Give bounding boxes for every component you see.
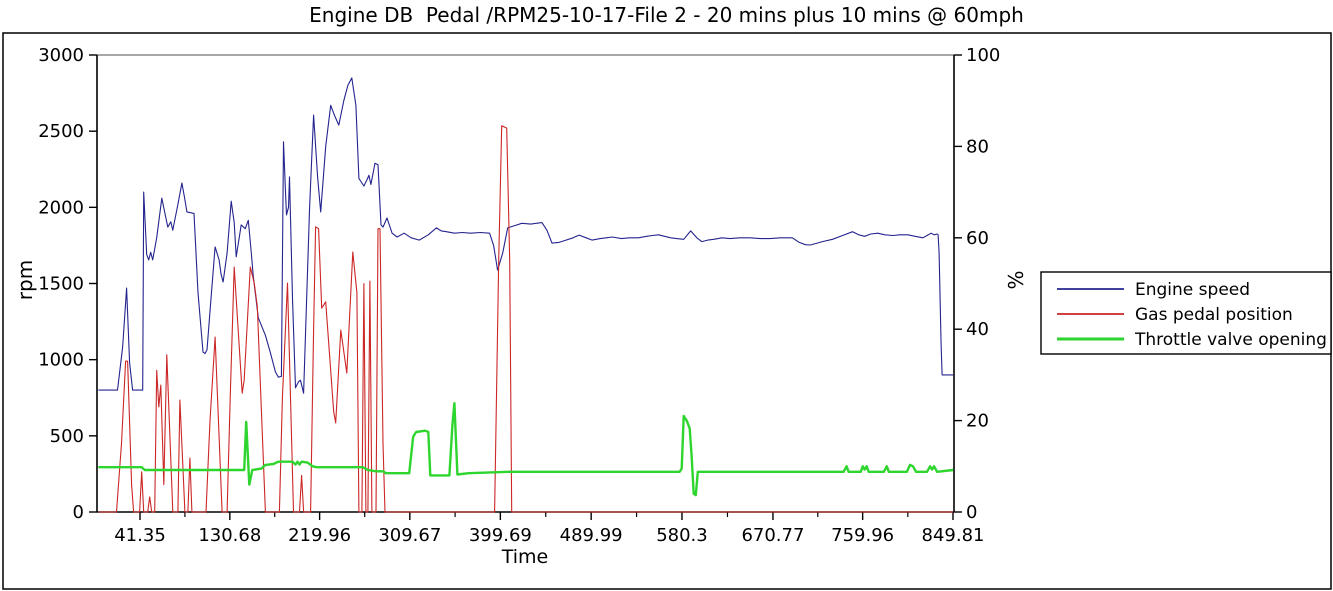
x-tick-label: 309.67 (378, 525, 441, 546)
left-axis-label: rpm (13, 259, 37, 301)
left-tick-label: 2000 (38, 197, 84, 218)
legend-label-2: Gas pedal position (1135, 305, 1293, 325)
right-axis-label: % (1004, 270, 1028, 290)
right-tick-label: 100 (966, 45, 1000, 66)
legend-label-1: Engine speed (1135, 280, 1250, 300)
right-tick-label: 80 (966, 136, 989, 157)
series-engine-speed (98, 77, 954, 394)
left-tick-label: 1000 (38, 350, 84, 371)
series-throttle-valve-opening (98, 402, 954, 497)
left-tick-label: 2500 (38, 121, 84, 142)
legend-label-3: Throttle valve opening (1134, 330, 1327, 350)
x-tick-label: 399.69 (469, 525, 532, 546)
chart-title: Engine DB Pedal /RPM25-10-17-File 2 - 20… (309, 3, 1024, 27)
x-tick-label: 670.77 (741, 525, 804, 546)
x-tick-label: 580.3 (656, 525, 708, 546)
x-tick-label: 130.68 (198, 525, 261, 546)
left-tick-label: 500 (50, 426, 84, 447)
x-tick-label: 41.35 (114, 525, 166, 546)
x-tick-label: 219.96 (288, 525, 351, 546)
x-tick-label: 849.81 (922, 525, 985, 546)
x-axis-label: Time (501, 546, 549, 568)
right-tick-label: 40 (966, 319, 989, 340)
series-gas-pedal-position (98, 125, 954, 513)
x-tick-label: 759.96 (831, 525, 894, 546)
left-tick-label: 1500 (38, 274, 84, 295)
left-tick-label: 3000 (38, 45, 84, 66)
right-tick-label: 0 (966, 502, 977, 523)
x-tick-label: 489.99 (560, 525, 623, 546)
left-tick-label: 0 (73, 502, 84, 523)
right-tick-label: 20 (966, 411, 989, 432)
right-tick-label: 60 (966, 228, 989, 249)
